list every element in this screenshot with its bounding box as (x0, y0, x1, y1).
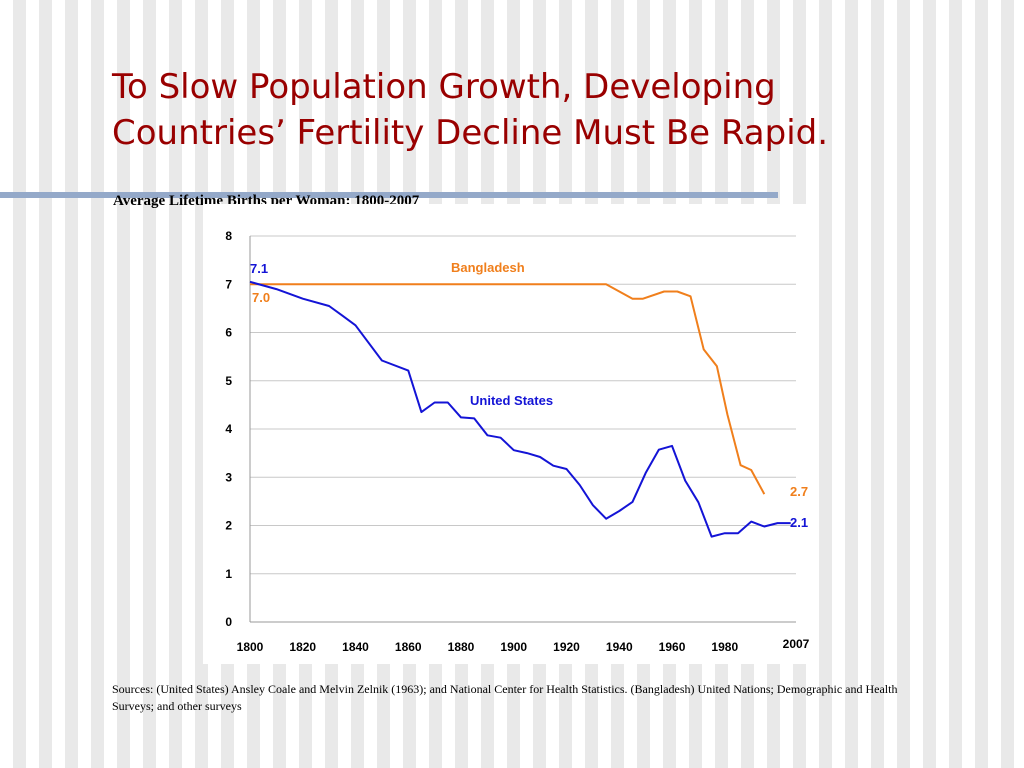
series-start-value-bangladesh: 7.0 (252, 290, 270, 305)
x-tick-label: 1840 (342, 640, 369, 654)
x-tick-label: 1960 (659, 640, 686, 654)
x-tick-label: 1940 (606, 640, 633, 654)
y-tick-label: 7 (225, 277, 232, 291)
x-tick-label: 1980 (711, 640, 738, 654)
title-divider-bar (0, 192, 778, 198)
y-tick-label: 8 (225, 229, 232, 243)
y-tick-label: 3 (225, 470, 232, 484)
x-tick-label: 2007 (783, 637, 810, 651)
series-label-united-states: United States (470, 393, 553, 408)
slide-title: To Slow Population Growth, Developing Co… (112, 64, 992, 156)
slide-title-line-2: Countries’ Fertility Decline Must Be Rap… (112, 113, 829, 153)
series-start-value-united-states: 7.1 (250, 261, 268, 276)
axes (249, 236, 796, 623)
series-end-value-bangladesh: 2.7 (790, 484, 808, 499)
chart-panel (203, 204, 816, 664)
data-series (249, 280, 791, 538)
series-label-bangladesh: Bangladesh (451, 260, 525, 275)
sources-note: Sources: (United States) Ansley Coale an… (112, 682, 898, 713)
x-tick-label: 1880 (448, 640, 475, 654)
y-tick-label: 6 (225, 326, 232, 340)
y-tick-label: 2 (225, 519, 232, 533)
slide-title-line-1: To Slow Population Growth, Developing (112, 67, 776, 107)
y-tick-label: 1 (225, 567, 232, 581)
series-annotations: Bangladesh United States 7.1 7.0 2.7 2.1 (250, 260, 808, 530)
series-line-united-states (249, 280, 791, 538)
x-tick-label: 1920 (553, 640, 580, 654)
x-axis-tick-labels: 1800 1820 1840 1860 1880 1900 1920 1940 1960 1980… (237, 637, 810, 654)
fertility-line-chart: 0 1 2 3 4 5 6 7 8 1800 1820 1840 1860 1880 1900 1920 19… (225, 229, 810, 654)
x-tick-label: 1800 (237, 640, 264, 654)
x-tick-label: 1820 (289, 640, 316, 654)
x-tick-label: 1860 (395, 640, 422, 654)
series-end-value-united-states: 2.1 (790, 515, 808, 530)
x-tick-label: 1900 (500, 640, 527, 654)
y-tick-label: 5 (225, 374, 232, 388)
y-tick-label: 4 (225, 422, 232, 436)
y-tick-label: 0 (225, 615, 232, 629)
y-axis-tick-labels: 0 1 2 3 4 5 6 7 8 (225, 229, 232, 629)
series-line-bangladesh (250, 283, 766, 495)
